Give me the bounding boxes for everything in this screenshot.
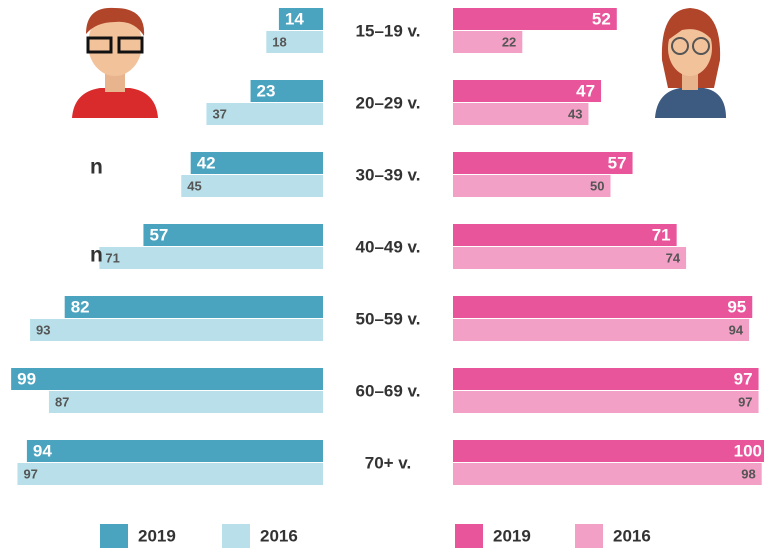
bar bbox=[453, 440, 764, 462]
category-label: 15–19 v. bbox=[356, 21, 421, 40]
bar bbox=[453, 296, 752, 318]
bar bbox=[453, 368, 759, 390]
legend-label: 2016 bbox=[260, 526, 298, 545]
chart: 15–19 v. 20–29 v. 30–39 v. 40–49 v. 50–59 v.… bbox=[0, 0, 764, 553]
value-label: 18 bbox=[272, 34, 286, 49]
value-label: 74 bbox=[666, 250, 681, 265]
bar bbox=[65, 296, 323, 318]
value-label: 22 bbox=[502, 34, 516, 49]
value-label: 23 bbox=[257, 81, 276, 100]
bar bbox=[453, 391, 759, 413]
value-label: 82 bbox=[71, 297, 90, 316]
legend-swatch bbox=[222, 524, 250, 548]
value-label: 37 bbox=[212, 106, 226, 121]
value-label: 93 bbox=[36, 322, 50, 337]
value-label: 57 bbox=[608, 153, 627, 172]
value-label: 71 bbox=[652, 225, 671, 244]
legend-label: 2016 bbox=[613, 526, 651, 545]
value-label: 87 bbox=[55, 394, 69, 409]
value-label: 98 bbox=[741, 466, 755, 481]
value-label: 94 bbox=[729, 322, 744, 337]
bar bbox=[453, 224, 677, 246]
category-label: 70+ v. bbox=[365, 453, 411, 472]
category-label: 60–69 v. bbox=[356, 381, 421, 400]
value-label: 97 bbox=[23, 466, 37, 481]
legend-label: 2019 bbox=[493, 526, 531, 545]
value-label: 43 bbox=[568, 106, 582, 121]
value-label: 47 bbox=[576, 81, 595, 100]
bar bbox=[143, 224, 323, 246]
value-label: 57 bbox=[149, 225, 168, 244]
category-label: 30–39 v. bbox=[356, 165, 421, 184]
category-label: 50–59 v. bbox=[356, 309, 421, 328]
bar bbox=[49, 391, 323, 413]
woman-avatar bbox=[655, 8, 726, 118]
legend-swatch bbox=[455, 524, 483, 548]
value-label: 94 bbox=[33, 441, 52, 460]
bar bbox=[181, 175, 323, 197]
bar bbox=[453, 175, 611, 197]
value-label: 52 bbox=[592, 9, 611, 28]
value-label: 45 bbox=[187, 178, 201, 193]
bar bbox=[30, 319, 323, 341]
bar bbox=[453, 152, 633, 174]
legend-swatch bbox=[575, 524, 603, 548]
value-label: 42 bbox=[197, 153, 216, 172]
value-label: 97 bbox=[738, 394, 752, 409]
category-label: 40–49 v. bbox=[356, 237, 421, 256]
value-label: 99 bbox=[17, 369, 36, 388]
side-note: n bbox=[90, 244, 103, 267]
bar bbox=[11, 368, 323, 390]
value-label: 14 bbox=[285, 9, 304, 28]
value-label: 100 bbox=[734, 441, 762, 460]
bar bbox=[27, 440, 323, 462]
legend-label: 2019 bbox=[138, 526, 176, 545]
man-avatar bbox=[72, 8, 158, 118]
bar bbox=[17, 463, 323, 485]
value-label: 97 bbox=[734, 369, 753, 388]
value-label: 50 bbox=[590, 178, 604, 193]
legend-swatch bbox=[100, 524, 128, 548]
bar bbox=[99, 247, 323, 269]
bar bbox=[453, 247, 686, 269]
bar bbox=[453, 319, 749, 341]
category-label: 20–29 v. bbox=[356, 93, 421, 112]
value-label: 95 bbox=[727, 297, 746, 316]
bar bbox=[453, 463, 762, 485]
side-note: n bbox=[90, 156, 103, 179]
value-label: 71 bbox=[105, 250, 119, 265]
